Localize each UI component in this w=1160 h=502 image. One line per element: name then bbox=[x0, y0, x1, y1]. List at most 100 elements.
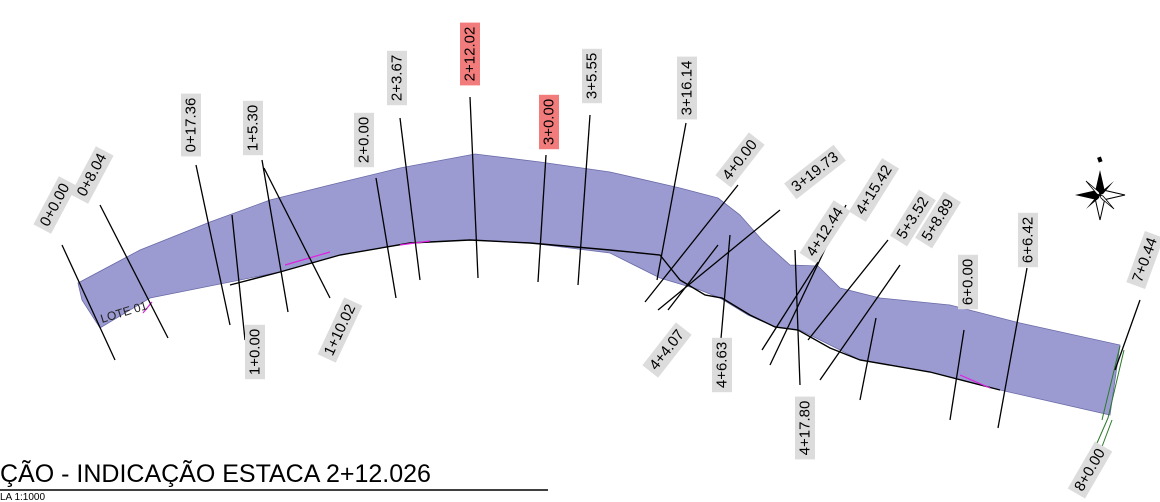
station-label-bg bbox=[181, 93, 201, 157]
station-label: 2+3.67 bbox=[387, 50, 407, 106]
station-label-bg bbox=[848, 158, 900, 222]
station-label-bg bbox=[958, 254, 978, 310]
station-label-text: 0+0.00 bbox=[37, 181, 74, 230]
station-tick bbox=[719, 234, 731, 351]
station-label-text: 1+10.02 bbox=[321, 302, 359, 359]
north-arrow-icon bbox=[1075, 156, 1126, 221]
station-label-bg bbox=[387, 50, 407, 106]
station-label: 4+6.63 bbox=[712, 337, 732, 393]
station-tick bbox=[997, 267, 1028, 429]
station-label: 1+10.02 bbox=[317, 297, 363, 363]
station-label-bg bbox=[784, 144, 846, 200]
station-tick bbox=[99, 204, 169, 339]
station-tick bbox=[263, 167, 331, 299]
station-label: 3+0.00 bbox=[539, 94, 559, 150]
station-label: 4+4.07 bbox=[642, 322, 692, 378]
station-label-bg bbox=[582, 48, 602, 104]
station-tick bbox=[469, 96, 479, 279]
scale-note: LA 1:1000 bbox=[0, 492, 45, 502]
station-tick bbox=[1114, 299, 1141, 371]
station-label: 4+17.80 bbox=[795, 396, 815, 460]
station-label: 8+0.00 bbox=[1067, 441, 1113, 499]
station-label: 4+15.42 bbox=[848, 158, 900, 222]
station-label-text: 2+0.00 bbox=[356, 117, 373, 163]
station-label-text: 6+6.42 bbox=[1020, 217, 1037, 263]
station-label: 3+19.73 bbox=[784, 144, 846, 200]
station-label-bg bbox=[70, 146, 114, 204]
station-label: 6+6.42 bbox=[1018, 212, 1038, 268]
station-label: 2+12.02 bbox=[460, 22, 480, 86]
station-label-text: 4+0.00 bbox=[719, 137, 761, 184]
station-label-text: 2+12.02 bbox=[462, 27, 479, 82]
station-tick bbox=[644, 184, 739, 303]
station-label-bg bbox=[243, 100, 263, 156]
station-tick bbox=[667, 244, 719, 311]
station-tick bbox=[656, 122, 687, 281]
boundary-segment bbox=[142, 240, 991, 389]
station-label-text: 0+17.36 bbox=[183, 98, 200, 153]
station-label-bg bbox=[1067, 441, 1113, 499]
station-label: 1+0.00 bbox=[245, 324, 265, 380]
station-tick bbox=[231, 214, 246, 341]
station-label-text: 1+0.00 bbox=[247, 329, 264, 375]
station-tick bbox=[577, 114, 591, 286]
station-label: 0+17.36 bbox=[181, 93, 201, 157]
station-label-text: 3+19.73 bbox=[788, 148, 842, 195]
station-label-bg bbox=[915, 191, 961, 249]
station-label: 1+5.30 bbox=[243, 100, 263, 156]
station-label-text: 4+6.63 bbox=[714, 342, 731, 388]
end-markers bbox=[1093, 345, 1125, 453]
station-label: 2+0.00 bbox=[354, 112, 374, 168]
station-tick bbox=[375, 177, 397, 299]
station-label-text: 3+16.14 bbox=[679, 61, 696, 116]
station-label: 3+5.55 bbox=[582, 48, 602, 104]
station-label-bg bbox=[795, 396, 815, 460]
station-label-bg bbox=[354, 112, 374, 168]
station-label-bg bbox=[677, 56, 697, 120]
road-lower-edge bbox=[229, 239, 1001, 391]
station-label-text: 3+5.55 bbox=[584, 53, 601, 99]
station-tick bbox=[537, 154, 547, 283]
station-label: 0+0.00 bbox=[33, 176, 77, 234]
station-label: 3+16.14 bbox=[677, 56, 697, 120]
station-label-text: 4+4.07 bbox=[646, 327, 688, 374]
station-label: 4+0.00 bbox=[715, 132, 765, 188]
station-label-bg bbox=[460, 22, 480, 86]
station-label-bg bbox=[1126, 231, 1160, 289]
station-tick bbox=[761, 261, 819, 351]
station-tick bbox=[859, 317, 877, 401]
station-tick bbox=[794, 249, 801, 386]
station-tick bbox=[61, 244, 116, 361]
station-label-bg bbox=[799, 200, 851, 264]
station-label: 7+0.44 bbox=[1126, 231, 1160, 289]
station-label-bg bbox=[317, 297, 363, 363]
station-label-bg bbox=[712, 337, 732, 393]
station-label-bg bbox=[890, 189, 936, 247]
station-tick bbox=[807, 239, 889, 341]
station-label-text: 3+0.00 bbox=[541, 99, 558, 145]
station-tick bbox=[657, 209, 781, 311]
station-label-text: 0+8.04 bbox=[74, 151, 111, 200]
page-title: ÇÃO - INDICAÇÃO ESTACA 2+12.026 bbox=[0, 459, 431, 488]
station-label-text: 6+0.00 bbox=[960, 259, 977, 305]
station-label-text: 2+3.67 bbox=[389, 55, 406, 101]
station-tick bbox=[261, 159, 289, 313]
station-label: 6+0.00 bbox=[958, 254, 978, 310]
station-tick bbox=[399, 117, 421, 281]
station-label-bg bbox=[715, 132, 765, 188]
station-tick bbox=[195, 164, 231, 326]
station-label: 0+8.04 bbox=[70, 146, 114, 204]
station-label-bg bbox=[1018, 212, 1038, 268]
station-tick bbox=[819, 264, 901, 381]
station-label-bg bbox=[245, 324, 265, 380]
station-label-text: 4+17.80 bbox=[797, 401, 814, 456]
station-label-bg bbox=[642, 322, 692, 378]
station-label: 4+12.44 bbox=[799, 200, 851, 264]
station-label-text: 4+15.42 bbox=[852, 162, 895, 217]
station-label-bg bbox=[539, 94, 559, 150]
station-label-bg bbox=[33, 176, 77, 234]
station-label-text: 4+12.44 bbox=[803, 204, 847, 259]
station-label-text: 1+5.30 bbox=[245, 105, 262, 151]
station-tick bbox=[949, 329, 965, 421]
